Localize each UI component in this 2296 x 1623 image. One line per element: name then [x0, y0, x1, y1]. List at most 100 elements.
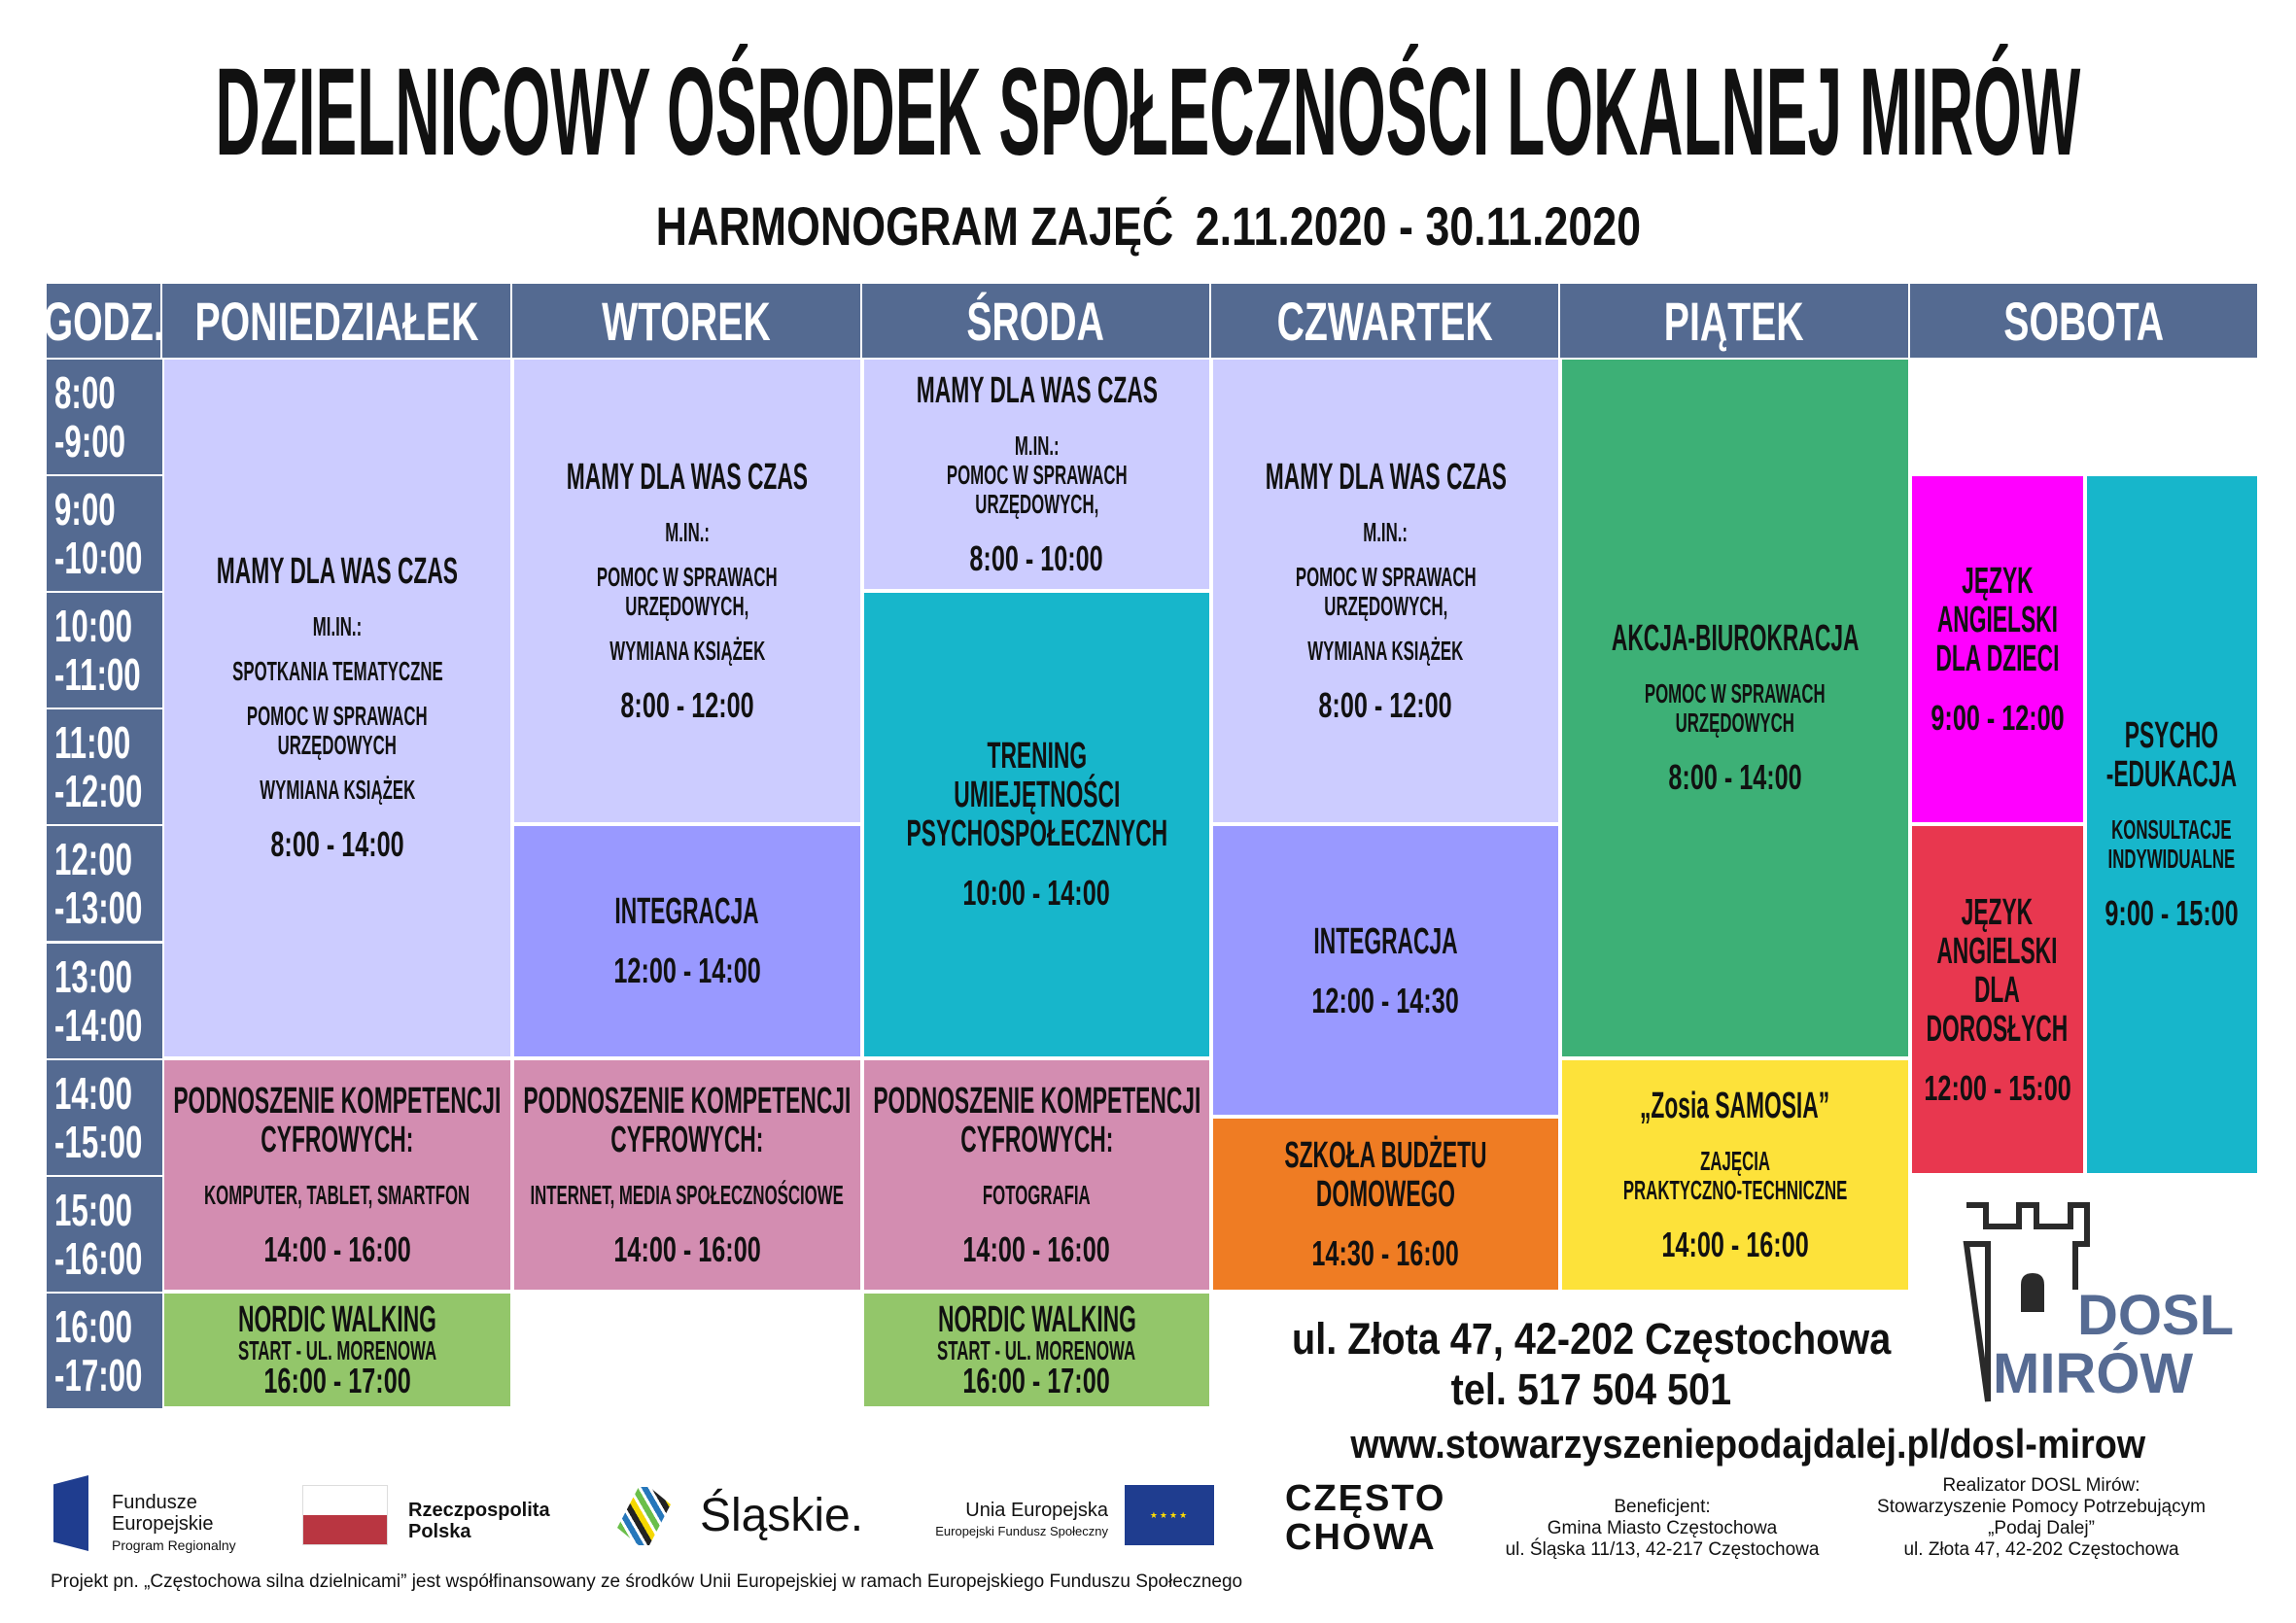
activity-block: TRENING UMIEJĘTNOŚCI PSYCHOSPOŁECZNYCH 10…	[862, 591, 1211, 1058]
activity-block: SZKOŁA BUDŻETU DOMOWEGO 14:30 - 16:00	[1211, 1116, 1560, 1292]
hour-label-9: 9:00 -10:00	[47, 474, 162, 592]
activity-block: AKCJA-BIUROKRACJA POMOC W SPRAWACH URZĘDO…	[1560, 358, 1910, 1058]
activity-block: PODNOSZENIE KOMPETENCJI CYFROWYCH: KOMPUT…	[162, 1057, 512, 1292]
page-title-wrap: DZIELNICOWY OŚRODEK SPOŁECZNOŚCI LOKALNE…	[0, 43, 2296, 182]
dosl-logo: DOSL MIRÓW	[1959, 1197, 2250, 1411]
ue-text: Unia Europejska Europejski Fundusz Społec…	[935, 1500, 1108, 1538]
activity-detail-line: ZAJĘCIA PRAKTYCZNO-TECHNICZNE	[1622, 1145, 1848, 1205]
activity-block: NORDIC WALKING START - UL. MORENOWA 16:00 …	[162, 1291, 512, 1408]
activity-time: 10:00 - 14:00	[962, 873, 1111, 914]
day-name: SOBOTA	[2003, 290, 2164, 352]
hour-start: 11:00	[54, 717, 131, 769]
day-header-0: PONIEDZIAŁEK	[162, 284, 512, 358]
beneficjent: Beneficjent: Gmina Miasto Częstochowa ul. …	[1505, 1497, 1820, 1560]
activity-time: 9:00 - 12:00	[1931, 698, 2065, 739]
activity-detail-line: WYMIANA KSIĄŻEK	[609, 636, 765, 667]
activity-detail-line: M.IN.:	[665, 517, 710, 548]
hour-label-13: 13:00 -14:00	[47, 941, 162, 1058]
activity-time: 8:00 - 12:00	[1318, 685, 1453, 726]
activity-block: PSYCHO -EDUKACJA KONSULTACJE INDYWIDUALNE…	[2084, 474, 2259, 1175]
activity-block: INTEGRACJA 12:00 - 14:00	[512, 824, 862, 1058]
activity-time: 8:00 - 12:00	[620, 685, 754, 726]
activity-details: KONSULTACJE INDYWIDUALNE	[2066, 815, 2278, 874]
activity-detail-line: INTERNET, MEDIA SPOŁECZNOŚCIOWE	[530, 1179, 845, 1210]
hour-label-10: 10:00 -11:00	[47, 591, 162, 708]
project-note: Projekt pn. „Częstochowa silna dzielnica…	[51, 1571, 1243, 1592]
hour-start: 12:00	[54, 834, 133, 885]
rp-text: Rzeczpospolita Polska	[408, 1500, 550, 1542]
hour-start: 10:00	[54, 601, 133, 652]
activity-detail-line: POMOC W SPRAWACH URZĘDOWYCH	[1645, 678, 1826, 739]
activity-detail-line: KOMPUTER, TABLET, SMARTFON	[204, 1179, 470, 1210]
tower-icon	[1963, 1202, 2090, 1402]
activity-title: JĘZYK ANGIELSKI DLA DOROSŁYCH	[1926, 891, 2069, 1050]
activity-time: 12:00 - 14:00	[613, 950, 761, 991]
activity-detail-line: M.IN.:	[1363, 517, 1409, 548]
activity-details: START - UL. MORENOWA	[871, 1334, 1201, 1365]
activity-title: „Zosia SAMOSIA”	[1640, 1085, 1830, 1126]
activity-details: FOTOGRAFIA	[947, 1180, 1127, 1210]
activity-time: 12:00 - 15:00	[1924, 1067, 2071, 1108]
activity-detail-line: POMOC W SPRAWACH URZĘDOWYCH	[247, 701, 428, 761]
activity-time: 8:00 - 14:00	[270, 824, 404, 865]
hour-start: 16:00	[54, 1300, 133, 1352]
activity-time: 14:00 - 16:00	[962, 1228, 1111, 1269]
hour-start: 13:00	[54, 950, 133, 1002]
activity-title: MAMY DLA WAS CZAS	[566, 457, 809, 499]
activity-title: JĘZYK ANGIELSKI DLA DZIECI	[1935, 561, 2060, 680]
hour-label-16: 16:00 -17:00	[47, 1291, 162, 1408]
activity-details: M.IN.: POMOC W SPRAWACH URZĘDOWYCH, WYMIAN…	[1235, 518, 1537, 666]
activity-detail-line: POMOC W SPRAWACH URZĘDOWYCH,	[1295, 562, 1477, 622]
activity-details: KOMPUTER, TABLET, SMARTFON	[116, 1179, 558, 1210]
day-header-2: ŚRODA	[862, 284, 1211, 358]
hour-column-header: GODZ.	[47, 284, 162, 358]
hour-end: -17:00	[54, 1349, 143, 1400]
slaskie-text: Śląskie.	[700, 1490, 864, 1541]
day-name: WTOREK	[602, 290, 771, 352]
hour-end: -10:00	[54, 533, 143, 584]
day-header-1: WTOREK	[512, 284, 862, 358]
hour-label-14: 14:00 -15:00	[47, 1057, 162, 1175]
day-header-5: SOBOTA	[1910, 284, 2259, 358]
hour-start: 14:00	[54, 1067, 133, 1119]
hour-end: -16:00	[54, 1232, 143, 1284]
activity-details: MI.IN.: SPOTKANIA TEMATYCZNE POMOC W SPRAW…	[162, 612, 513, 805]
hour-start: 9:00	[54, 484, 116, 535]
activity-time: 14:00 - 16:00	[263, 1228, 411, 1269]
address: ul. Złota 47, 42-202 Częstochowa	[1291, 1314, 1892, 1364]
activity-time: 16:00 - 17:00	[263, 1360, 411, 1400]
date-range: 2.11.2020 - 30.11.2020	[1195, 195, 1641, 257]
activity-detail-line: POMOC W SPRAWACH URZĘDOWYCH,	[597, 562, 778, 622]
activity-block: MAMY DLA WAS CZAS M.IN.: POMOC W SPRAWACH…	[862, 358, 1211, 592]
activity-title: INTEGRACJA	[1313, 920, 1458, 962]
realizator: Realizator DOSL Mirów: Stowarzyszenie Pom…	[1877, 1475, 2206, 1560]
logo-mirow: MIRÓW	[1993, 1342, 2194, 1405]
activity-time: 8:00 - 14:00	[1668, 757, 1802, 798]
activity-time: 9:00 - 15:00	[2105, 893, 2239, 934]
activity-detail-line: START - UL. MORENOWA	[937, 1334, 1136, 1365]
hour-end: -11:00	[54, 649, 141, 701]
hour-label-15: 15:00 -16:00	[47, 1174, 162, 1292]
activity-title: MAMY DLA WAS CZAS	[1265, 457, 1507, 499]
activity-time: 14:00 - 16:00	[1661, 1224, 1809, 1264]
activity-detail-line: MI.IN.:	[312, 611, 363, 642]
activity-block: MAMY DLA WAS CZAS M.IN.: POMOC W SPRAWACH …	[512, 358, 862, 825]
hour-label-11: 11:00 -12:00	[47, 708, 162, 825]
activity-title: TRENING UMIEJĘTNOŚCI PSYCHOSPOŁECZNYCH	[906, 736, 1167, 855]
hour-label-12: 12:00 -13:00	[47, 824, 162, 942]
schedule-label: HARMONOGRAM ZAJĘĆ	[655, 195, 1173, 257]
activity-block: JĘZYK ANGIELSKI DLA DOROSŁYCH 12:00 - 15:…	[1910, 824, 2085, 1175]
hour-start: 8:00	[54, 367, 116, 419]
slaskie-waves-icon	[617, 1487, 671, 1545]
activity-title: MAMY DLA WAS CZAS	[916, 370, 1158, 412]
activity-time: 12:00 - 14:30	[1311, 980, 1460, 1020]
activity-details: ZAJĘCIA PRAKTYCZNO-TECHNICZNE	[1548, 1145, 1922, 1205]
activity-details: M.IN.: POMOC W SPRAWACH URZĘDOWYCH, WYMIAN…	[537, 518, 838, 666]
hour-end: -15:00	[54, 1116, 143, 1167]
hour-start: 15:00	[54, 1184, 133, 1235]
hour-label-8: 8:00 -9:00	[47, 358, 162, 475]
hour-end: -14:00	[54, 999, 143, 1051]
activity-block: PODNOSZENIE KOMPETENCJI CYFROWYCH: INTERN…	[512, 1057, 862, 1292]
activity-detail-line: KONSULTACJE INDYWIDUALNE	[2107, 814, 2236, 875]
website-link[interactable]: www.stowarzyszeniepodajdalej.pl/dosl-mir…	[1350, 1421, 2145, 1467]
